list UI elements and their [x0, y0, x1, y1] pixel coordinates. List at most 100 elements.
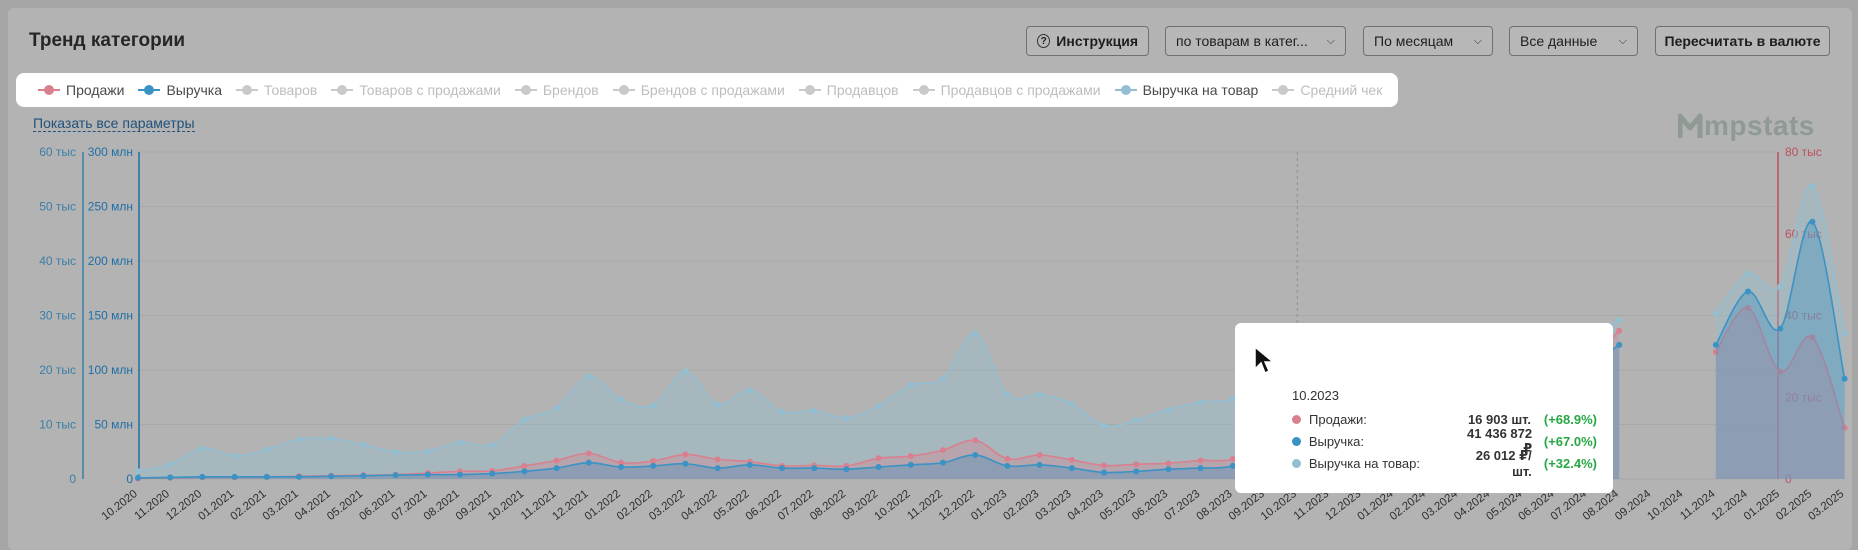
- legend-item[interactable]: Продавцов: [798, 82, 899, 98]
- legend-item[interactable]: Товаров: [236, 82, 317, 98]
- tooltip-label: Выручка:: [1308, 433, 1365, 449]
- legend-item[interactable]: Брендов с продажами: [612, 82, 785, 98]
- chevron-down-icon: ⌵: [1473, 34, 1482, 47]
- data-point: [1712, 310, 1719, 317]
- axis-tick-label: 100 млн: [88, 363, 133, 377]
- data-point: [1229, 462, 1236, 469]
- instruction-button[interactable]: ? Инструкция: [1026, 26, 1149, 56]
- data-point: [1809, 218, 1816, 225]
- data-point: [1809, 182, 1816, 189]
- tooltip-value: 16 903 шт.: [1467, 411, 1531, 427]
- data-point: [1841, 330, 1848, 337]
- period-select[interactable]: По месяцам ⌵: [1363, 26, 1493, 56]
- x-axis-tick-label: 02.2025: [1774, 488, 1814, 523]
- tooltip-change: (+32.4%): [1543, 455, 1598, 471]
- mpstats-logo: mpstats: [1678, 110, 1815, 142]
- axis-tick-label: 60 тыс: [39, 145, 76, 159]
- data-point: [392, 472, 399, 479]
- data-select[interactable]: Все данные ⌵: [1509, 26, 1638, 56]
- x-axis-tick-label: 10.2020: [100, 488, 140, 523]
- axis-tick-label: 20 тыс: [1785, 390, 1822, 404]
- legend-marker-icon: [514, 85, 537, 95]
- legend-marker-icon: [1272, 85, 1295, 95]
- sales-dot-icon: [1292, 414, 1301, 424]
- legend-label: Продавцов: [826, 82, 899, 98]
- legend-item[interactable]: Средний чек: [1272, 82, 1382, 98]
- recalculate-currency-button[interactable]: Пересчитать в валюте: [1655, 26, 1830, 56]
- show-all-parameters-link[interactable]: Показать все параметры: [33, 115, 195, 132]
- x-axis-tick-label: 03.2025: [1806, 488, 1846, 523]
- data-point: [424, 448, 431, 455]
- axis-tick-label: 80 тыс: [1785, 145, 1822, 159]
- legend-label: Продажи: [66, 82, 125, 98]
- axis-tick-label: 300 млн: [88, 145, 133, 159]
- mode-select[interactable]: по товарам в катег... ⌵: [1165, 26, 1346, 56]
- data-point: [1616, 341, 1623, 348]
- data-point: [457, 471, 463, 478]
- revenue-per-item-dot-icon: [1292, 458, 1301, 468]
- chevron-down-icon: ⌵: [1326, 34, 1335, 47]
- data-point: [1712, 341, 1719, 348]
- data-point: [843, 466, 850, 473]
- logo-text: mpstats: [1704, 110, 1815, 141]
- data-point: [1004, 391, 1011, 398]
- data-point: [135, 468, 141, 475]
- legend-marker-icon: [612, 85, 635, 95]
- data-point: [1229, 395, 1236, 402]
- data-point: [1004, 455, 1011, 462]
- data-point: [1068, 456, 1075, 463]
- axis-tick-label: 150 млн: [88, 309, 133, 323]
- x-axis-tick-label: 08.2021: [422, 488, 462, 523]
- mouse-cursor-icon: [1254, 345, 1275, 375]
- recalculate-currency-label: Пересчитать в валюте: [1664, 33, 1821, 49]
- data-point: [1712, 349, 1719, 356]
- data-point: [585, 450, 592, 457]
- data-point: [650, 458, 657, 465]
- data-point: [521, 468, 528, 475]
- data-point: [618, 396, 624, 403]
- chart-legend: Продажи Выручка Товаров Товаров с продажами…: [16, 73, 1398, 107]
- legend-item[interactable]: Выручка: [138, 82, 222, 98]
- data-point: [585, 373, 592, 380]
- legend-item[interactable]: Брендов: [514, 82, 599, 98]
- legend-item[interactable]: Продавцов с продажами: [912, 82, 1101, 98]
- data-point: [1745, 270, 1751, 277]
- x-axis-tick-label: 06.2021: [357, 488, 397, 523]
- revenue-dot-icon: [1292, 436, 1301, 446]
- data-point: [1777, 325, 1784, 332]
- x-axis-tick-label: 03.2022: [647, 488, 687, 523]
- x-axis-tick-label: 10.2024: [1645, 488, 1686, 523]
- data-point: [553, 404, 560, 411]
- x-axis-tick-label: 01.2021: [196, 488, 236, 523]
- legend-label: Брендов с продажами: [640, 82, 785, 98]
- data-point: [489, 470, 496, 477]
- data-point: [940, 375, 946, 382]
- data-point: [263, 473, 270, 480]
- data-point: [972, 437, 979, 444]
- legend-item[interactable]: Товаров с продажами: [331, 82, 501, 98]
- data-point: [972, 452, 979, 459]
- data-point: [746, 387, 753, 394]
- legend-item[interactable]: Выручка на товар: [1114, 82, 1258, 98]
- chevron-down-icon: ⌵: [1618, 34, 1627, 47]
- legend-marker-icon: [798, 85, 821, 95]
- data-point: [682, 460, 689, 467]
- data-point: [328, 473, 335, 480]
- series-line: [1715, 220, 1846, 379]
- data-point: [1197, 465, 1204, 472]
- data-point: [1004, 462, 1011, 469]
- period-select-value: По месяцам: [1374, 33, 1454, 49]
- data-point: [263, 446, 270, 453]
- axis-tick-label: 0: [126, 472, 133, 486]
- data-point: [618, 464, 624, 471]
- tooltip-label: Выручка на товар:: [1308, 455, 1420, 471]
- data-point: [618, 459, 624, 466]
- tooltip-value: 26 012 ₽/шт.: [1475, 447, 1532, 479]
- x-axis-tick-label: 09.2022: [840, 488, 880, 523]
- data-point: [1101, 469, 1107, 476]
- legend-item[interactable]: Продажи: [38, 82, 124, 98]
- data-point: [650, 462, 657, 469]
- data-point: [875, 464, 882, 471]
- data-point: [714, 456, 721, 463]
- series-area: [1715, 307, 1845, 479]
